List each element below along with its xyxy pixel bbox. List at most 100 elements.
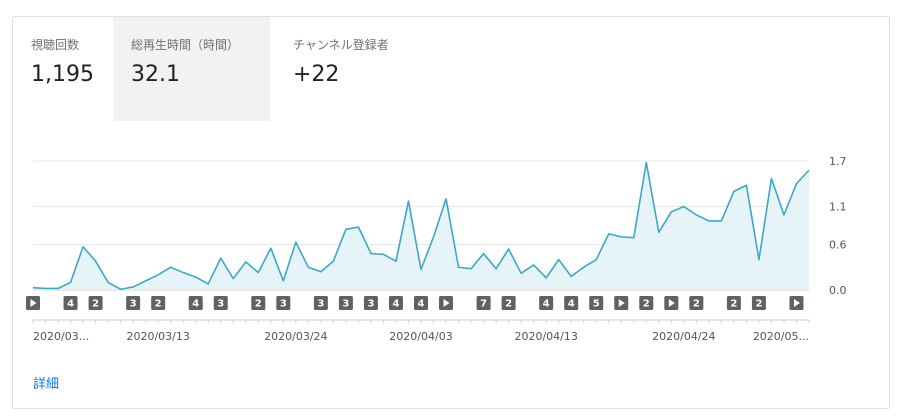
- marker-box: [251, 296, 266, 310]
- x-tick-label: 2020/04/13: [514, 330, 577, 343]
- marker-box: [313, 296, 328, 310]
- marker-count-label: 4: [568, 299, 575, 310]
- play-icon: [443, 299, 450, 307]
- marker-count-label: 2: [755, 299, 762, 310]
- marker-box: [363, 296, 378, 310]
- y-tick-label: 0.0: [829, 284, 847, 297]
- marker-box: [88, 296, 103, 310]
- play-icon: [793, 299, 800, 307]
- marker-count-label: 2: [643, 299, 650, 310]
- video-marker-count: 3: [276, 296, 291, 310]
- marker-count-label: 7: [480, 299, 487, 310]
- video-marker-play: [789, 296, 804, 310]
- marker-box: [63, 296, 78, 310]
- marker-count-label: 2: [730, 299, 737, 310]
- video-marker-count: 2: [151, 296, 166, 310]
- marker-box: [751, 296, 766, 310]
- metric-value: +22: [293, 62, 340, 87]
- marker-box: [501, 296, 516, 310]
- marker-box: [589, 296, 604, 310]
- analytics-card: 視聴回数 1,195 総再生時間（時間） 32.1 チャンネル登録者 +22 0…: [12, 16, 890, 409]
- marker-count-label: 4: [67, 299, 74, 310]
- x-tick-label: 2020/04/24: [652, 330, 715, 343]
- video-marker-count: 3: [126, 296, 141, 310]
- video-marker-count: 2: [88, 296, 103, 310]
- marker-box: [564, 296, 579, 310]
- marker-count-label: 3: [342, 299, 349, 310]
- video-marker-count: 7: [476, 296, 491, 310]
- marker-box: [476, 296, 491, 310]
- video-marker-count: 3: [313, 296, 328, 310]
- chart-area: [33, 162, 809, 290]
- metric-value: 1,195: [31, 62, 94, 87]
- metric-label: 総再生時間（時間）: [131, 38, 240, 52]
- metric-label: チャンネル登録者: [293, 38, 389, 52]
- metric-label: 視聴回数: [31, 38, 80, 52]
- video-marker-count: 4: [63, 296, 78, 310]
- video-marker-count: 2: [639, 296, 654, 310]
- video-marker-count: 4: [414, 296, 428, 310]
- x-tick-label: 2020/03...: [33, 330, 89, 343]
- marker-box: [539, 296, 554, 310]
- video-marker-count: 2: [501, 296, 516, 310]
- marker-count-label: 2: [693, 299, 700, 310]
- marker-count-label: 3: [367, 299, 374, 310]
- video-marker-play: [614, 296, 629, 310]
- y-tick-label: 0.6: [829, 238, 847, 251]
- play-icon: [668, 299, 675, 307]
- marker-count-label: 4: [392, 299, 399, 310]
- marker-count-label: 3: [217, 299, 224, 310]
- chart-line: [32, 161, 810, 291]
- marker-box: [126, 296, 141, 310]
- video-marker-play: [439, 296, 454, 310]
- video-marker-count: 3: [338, 296, 353, 310]
- marker-count-label: 4: [418, 299, 425, 310]
- x-tick-label: 2020/05...: [753, 330, 809, 343]
- marker-box: [388, 296, 403, 310]
- marker-box: [151, 296, 166, 310]
- marker-box: [213, 296, 228, 310]
- metric-tab-watch-time[interactable]: 総再生時間（時間） 32.1: [113, 17, 270, 121]
- video-marker-count: 4: [539, 296, 554, 310]
- marker-box: [188, 296, 203, 310]
- video-marker-count: 3: [363, 296, 378, 310]
- marker-count-label: 3: [317, 299, 324, 310]
- watch-time-chart: 0.0 0.6 1.1 1.7 4 2 3 2 4 3 2 3 3 3 3 4 4 7 2 4 4 5 2 2 2 2 2020/0…: [26, 155, 847, 343]
- video-marker-count: 2: [726, 296, 741, 310]
- marker-count-label: 2: [505, 299, 512, 310]
- video-marker-count: 2: [689, 296, 704, 310]
- marker-box: [414, 296, 428, 310]
- marker-count-label: 2: [92, 299, 99, 310]
- play-icon: [618, 299, 625, 307]
- marker-box: [689, 296, 704, 310]
- marker-count-label: 3: [130, 299, 137, 310]
- marker-count-label: 2: [155, 299, 162, 310]
- video-marker-count: 4: [564, 296, 579, 310]
- marker-count-label: 4: [192, 299, 199, 310]
- video-marker-count: 4: [188, 296, 203, 310]
- marker-count-label: 5: [593, 299, 600, 310]
- y-tick-label: 1.7: [829, 155, 847, 168]
- x-tick-label: 2020/04/03: [389, 330, 452, 343]
- metric-value: 32.1: [131, 62, 180, 87]
- marker-count-label: 3: [280, 299, 287, 310]
- marker-box: [276, 296, 291, 310]
- marker-box: [338, 296, 353, 310]
- marker-box: [639, 296, 654, 310]
- x-tick-label: 2020/03/13: [126, 330, 189, 343]
- metric-tab-subscribers[interactable]: チャンネル登録者 +22: [275, 17, 455, 121]
- marker-box: [726, 296, 741, 310]
- video-marker-play: [664, 296, 679, 310]
- video-marker-count: 5: [589, 296, 604, 310]
- y-tick-label: 1.1: [829, 201, 847, 214]
- details-link[interactable]: 詳細: [33, 377, 60, 392]
- video-marker-count: 2: [751, 296, 766, 310]
- metric-tab-views[interactable]: 視聴回数 1,195: [13, 17, 113, 121]
- metric-tabs: 視聴回数 1,195 総再生時間（時間） 32.1 チャンネル登録者 +22: [13, 17, 889, 121]
- video-marker-count: 2: [251, 296, 266, 310]
- video-marker-count: 4: [388, 296, 403, 310]
- x-tick-label: 2020/03/24: [264, 330, 327, 343]
- video-marker-play: [26, 296, 40, 310]
- play-icon: [30, 299, 37, 307]
- video-marker-count: 3: [213, 296, 228, 310]
